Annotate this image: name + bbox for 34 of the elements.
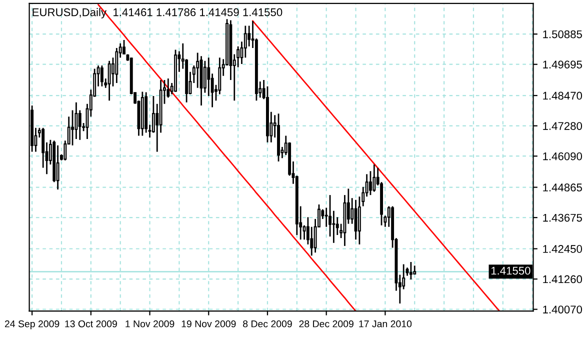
candlestick — [358, 196, 361, 246]
candlestick — [78, 110, 82, 141]
candlestick — [409, 261, 412, 280]
x-tick-label: 19 Nov 2009 — [182, 320, 236, 328]
y-tick-label: 1.43675 — [543, 214, 582, 222]
x-tick-label: 24 Sep 2009 — [4, 320, 60, 330]
y-tick-label: 1.47280 — [543, 122, 582, 130]
chart-title: EURUSD,Daily 1.41461 1.41786 1.41459 1.41550 — [32, 8, 282, 18]
candlestick — [100, 64, 104, 88]
candlestick — [122, 39, 126, 55]
candlestick — [248, 25, 251, 48]
x-tick-label: 13 Oct 2009 — [65, 320, 117, 328]
y-tick-label: 1.46090 — [543, 152, 582, 160]
y-tick-label: 1.48470 — [543, 92, 582, 100]
y-tick-label: 1.44865 — [543, 184, 582, 192]
candlestick — [115, 47, 118, 84]
x-tick-label: 8 Dec 2009 — [243, 320, 292, 328]
candlestick — [108, 60, 111, 102]
y-tick-label: 1.42450 — [543, 245, 582, 253]
y-tick-label: 1.49695 — [543, 60, 582, 68]
candlestick — [332, 210, 336, 244]
candlestick — [369, 170, 372, 196]
candlestick — [203, 60, 206, 94]
ref-line-label: 1.41550 — [491, 266, 530, 275]
y-tick-label: 1.41260 — [543, 275, 582, 284]
x-tick-label: 1 Nov 2009 — [126, 320, 174, 328]
candlestick — [71, 110, 74, 146]
x-tick-label: 28 Dec 2009 — [299, 320, 354, 328]
y-tick-label: 1.50885 — [543, 30, 582, 38]
candlestick — [196, 52, 200, 89]
y-tick-label: 1.40070 — [543, 306, 582, 314]
x-tick-label: 17 Jan 2010 — [359, 320, 412, 328]
candlestick — [56, 144, 60, 190]
candlestick — [372, 164, 376, 192]
